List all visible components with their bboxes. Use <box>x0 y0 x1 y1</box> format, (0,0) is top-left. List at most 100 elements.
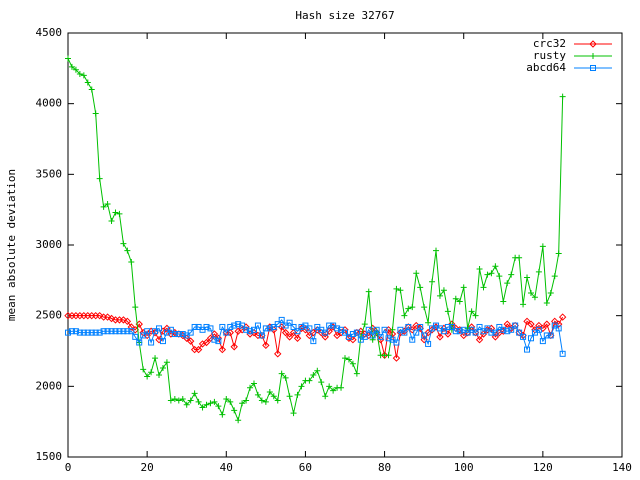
point <box>405 323 412 330</box>
point <box>448 323 455 330</box>
point <box>243 397 250 404</box>
point <box>68 63 75 70</box>
point <box>92 110 99 117</box>
point <box>527 335 534 342</box>
point <box>152 355 159 362</box>
point <box>524 274 531 281</box>
point <box>163 359 170 366</box>
point <box>487 324 496 333</box>
point <box>558 313 567 321</box>
point <box>88 86 95 93</box>
point <box>171 396 178 403</box>
point <box>516 329 523 336</box>
point <box>476 323 483 330</box>
legend-label: rusty <box>533 49 566 62</box>
point <box>389 326 396 333</box>
point <box>230 343 238 351</box>
point <box>147 327 155 335</box>
point <box>480 284 487 291</box>
point <box>539 243 546 250</box>
point <box>433 247 440 254</box>
point <box>421 304 428 311</box>
point <box>258 332 265 339</box>
point <box>476 266 483 273</box>
point <box>235 417 242 424</box>
point <box>108 217 115 224</box>
point <box>95 311 104 320</box>
point <box>393 285 400 292</box>
point <box>381 326 388 333</box>
point <box>88 329 95 336</box>
y-tick-label: 4000 <box>36 97 63 110</box>
point <box>373 326 380 333</box>
point <box>203 401 210 408</box>
point <box>342 355 348 362</box>
point <box>425 340 432 347</box>
point <box>401 312 408 319</box>
point <box>345 356 352 363</box>
point <box>175 331 182 338</box>
point <box>282 374 289 381</box>
y-tick-label: 2000 <box>36 379 63 392</box>
x-tick-label: 60 <box>299 461 312 474</box>
point <box>290 410 297 417</box>
x-tick-label: 80 <box>378 461 391 474</box>
point <box>491 333 500 341</box>
point <box>401 329 408 336</box>
point <box>349 335 357 344</box>
point <box>365 326 372 333</box>
point <box>266 388 273 395</box>
point <box>326 383 333 390</box>
point <box>365 288 372 295</box>
point <box>250 326 257 333</box>
point <box>298 323 305 330</box>
point <box>128 258 135 265</box>
point <box>353 329 360 336</box>
y-axis-label: mean absolute deviation <box>5 169 18 321</box>
point <box>527 320 535 328</box>
point <box>539 338 546 345</box>
point <box>171 331 178 338</box>
point <box>96 329 103 336</box>
point <box>543 299 550 306</box>
point <box>429 278 436 285</box>
point <box>262 325 269 332</box>
point <box>452 295 459 302</box>
point <box>247 384 254 391</box>
point <box>417 323 424 330</box>
point <box>187 329 194 336</box>
point <box>277 323 286 331</box>
point <box>397 287 404 294</box>
point <box>76 70 83 77</box>
series-line <box>67 58 564 422</box>
point <box>290 323 297 330</box>
y-tick-label: 2500 <box>36 309 63 322</box>
point <box>523 317 531 326</box>
point <box>460 331 468 340</box>
point <box>203 323 210 330</box>
point <box>456 328 463 335</box>
point <box>294 328 301 335</box>
point <box>227 323 234 330</box>
x-tick-label: 120 <box>533 461 553 474</box>
point <box>223 396 230 403</box>
point <box>318 379 325 386</box>
point <box>194 345 203 354</box>
point <box>349 360 356 367</box>
point <box>424 328 432 337</box>
y-tick-label: 1500 <box>36 450 63 463</box>
point <box>555 250 562 257</box>
point <box>393 339 400 346</box>
point <box>136 339 143 346</box>
point <box>132 333 139 340</box>
point <box>167 397 174 404</box>
point <box>199 404 206 411</box>
point <box>409 336 416 343</box>
point <box>535 268 542 275</box>
point <box>112 209 119 216</box>
point <box>555 325 562 332</box>
point <box>559 93 566 100</box>
point <box>314 367 321 374</box>
point <box>167 326 174 333</box>
point <box>191 390 198 397</box>
